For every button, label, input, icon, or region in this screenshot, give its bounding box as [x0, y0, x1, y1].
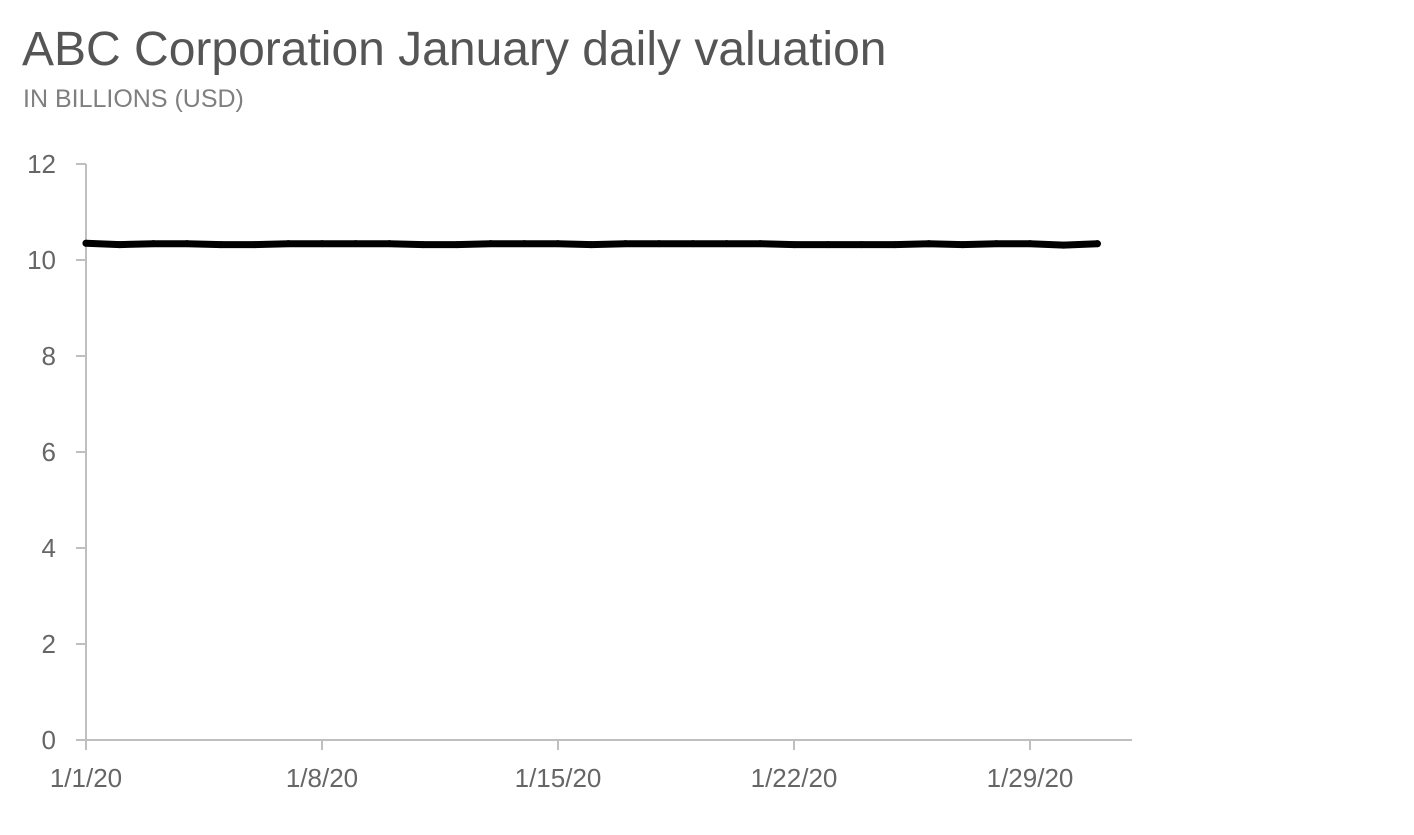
data-point — [824, 241, 832, 249]
y-tick-label: 6 — [42, 437, 56, 467]
data-point — [1060, 241, 1068, 249]
data-point — [520, 240, 528, 248]
data-point — [487, 240, 495, 248]
data-point — [756, 240, 764, 248]
data-point — [284, 240, 292, 248]
y-tick-label: 0 — [42, 725, 56, 755]
x-tick-label: 1/15/20 — [515, 763, 602, 793]
data-point — [251, 241, 259, 249]
y-tick-label: 2 — [42, 629, 56, 659]
data-point — [554, 240, 562, 248]
data-point — [1093, 240, 1101, 248]
y-tick-label: 4 — [42, 533, 56, 563]
x-tick-label: 1/22/20 — [751, 763, 838, 793]
y-tick-label: 8 — [42, 341, 56, 371]
data-point — [959, 241, 967, 249]
x-tick-label: 1/8/20 — [286, 763, 358, 793]
data-point — [116, 241, 124, 249]
data-point — [149, 240, 157, 248]
data-point — [857, 241, 865, 249]
data-point — [217, 241, 225, 249]
x-axis: 1/1/20 1/8/20 1/15/20 1/22/20 1/29/20 — [50, 739, 1132, 793]
y-tick-label: 12 — [27, 149, 56, 179]
chart-title: ABC Corporation January daily valuation — [22, 23, 887, 76]
data-point — [655, 240, 663, 248]
data-point — [689, 240, 697, 248]
data-point — [385, 240, 393, 248]
data-point — [453, 241, 461, 249]
data-point — [723, 240, 731, 248]
x-tick-label: 1/29/20 — [987, 763, 1074, 793]
data-point — [992, 240, 1000, 248]
chart-subtitle: IN BILLIONS (USD) — [23, 85, 244, 113]
data-point — [588, 241, 596, 249]
data-point — [183, 240, 191, 248]
data-point — [1026, 240, 1034, 248]
y-tick-label: 10 — [27, 245, 56, 275]
data-point — [82, 239, 90, 247]
data-point — [891, 241, 899, 249]
data-point — [352, 240, 360, 248]
data-point — [419, 241, 427, 249]
series-layer — [82, 239, 1101, 249]
data-point — [925, 240, 933, 248]
y-axis: 0 2 4 6 8 10 12 — [27, 149, 87, 755]
x-tick-label: 1/1/20 — [50, 763, 122, 793]
data-point — [621, 240, 629, 248]
data-point — [318, 240, 326, 248]
data-point — [790, 241, 798, 249]
